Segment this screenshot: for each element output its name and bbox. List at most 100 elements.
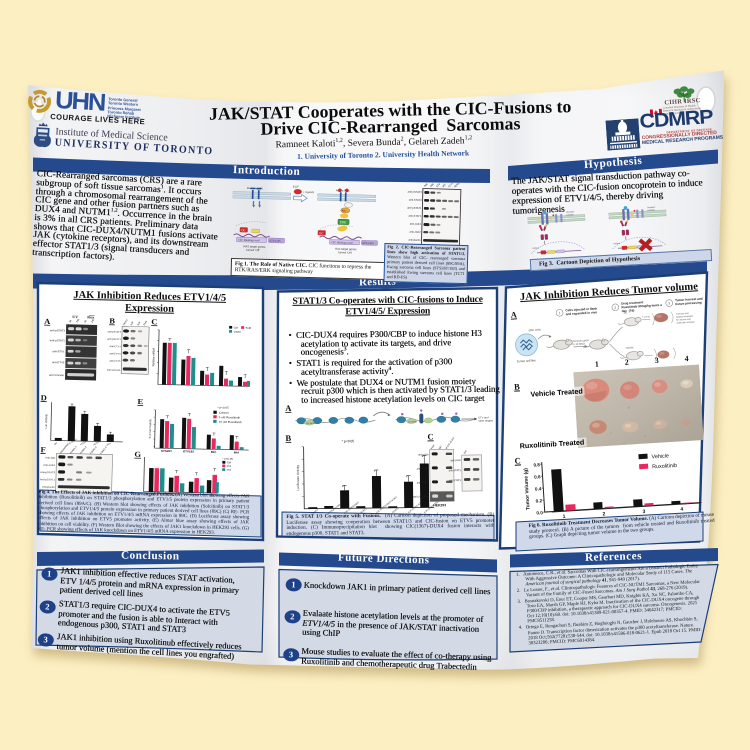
svg-text:anti-pSTAT1: anti-pSTAT1 <box>107 338 121 341</box>
svg-text:anti-JAK2: anti-JAK2 <box>409 230 421 234</box>
svg-text:CIC-DUX4: CIC-DUX4 <box>408 421 417 423</box>
svg-text:anti-STAT3: anti-STAT3 <box>409 198 422 202</box>
svg-text:Tumours and: Tumours and <box>676 312 690 316</box>
svg-text:shJAK1-4: shJAK1-4 <box>99 446 108 456</box>
svg-text:anti-ETV5: anti-ETV5 <box>52 360 65 364</box>
svg-text:(89C cells): (89C cells) <box>528 327 541 332</box>
svg-text:Tumor cell line: Tumor cell line <box>516 358 536 363</box>
svg-text:5uM: 5uM <box>137 322 141 327</box>
svg-text:183: 183 <box>442 183 447 188</box>
svg-text:Active RTK: Active RTK <box>336 188 350 192</box>
svg-text:RAS target genes: RAS target genes <box>243 244 266 249</box>
svg-text:DMSO: DMSO <box>123 319 129 326</box>
svg-text:ETV1: ETV1 <box>153 494 160 496</box>
svg-text:ETV4: ETV4 <box>173 495 180 497</box>
svg-text:* p<0.05: * p<0.05 <box>217 406 229 410</box>
svg-text:ETV5: ETV5 <box>193 495 200 497</box>
svg-text:4: 4 <box>680 507 683 513</box>
svg-text:to 10 MM3: to 10 MM3 <box>572 341 585 346</box>
svg-text:+STAT1: +STAT1 <box>359 507 368 515</box>
svg-text:0h: 0h <box>68 319 73 323</box>
svg-text:*: * <box>422 455 424 460</box>
svg-text:nucleus: nucleus <box>532 247 539 249</box>
svg-text:10uM: 10uM <box>234 330 241 334</box>
svg-text:CIC Binding motif: CIC Binding motif <box>331 241 352 245</box>
svg-text:2: 2 <box>602 511 605 517</box>
svg-text:Ruxolitinib 90mg/kg twice a: Ruxolitinib 90mg/kg twice a <box>621 303 662 309</box>
svg-text:complex: complex <box>566 214 574 216</box>
svg-text:89C: 89C <box>424 182 429 187</box>
svg-text:Vehicle: Vehicle <box>651 453 669 460</box>
svg-text:5uM: 5uM <box>246 326 251 330</box>
svg-text:Rx: Rx <box>624 312 628 315</box>
svg-text:+STAT1: +STAT1 <box>79 439 88 446</box>
svg-text:shScramble: shScramble <box>59 443 70 455</box>
svg-text:1: 1 <box>563 514 566 520</box>
svg-text:anti-pSTAT3: anti-pSTAT3 <box>408 190 423 194</box>
svg-text:anti-Vinculin: anti-Vinculin <box>107 369 121 372</box>
svg-text:CIC: CIC <box>241 229 246 232</box>
svg-text:Tumor Volume (g): Tumor Volume (g) <box>523 468 532 511</box>
svg-text:Ruxolitinib: Ruxolitinib <box>652 463 677 471</box>
svg-text:IgG: IgG <box>439 446 443 450</box>
svg-text:3: 3 <box>668 301 670 305</box>
svg-text:1uM: 1uM <box>130 321 134 326</box>
svg-text:turned 'ON': turned 'ON' <box>338 250 353 254</box>
svg-text:+STAT3: +STAT3 <box>391 507 400 515</box>
svg-text:B: B <box>285 433 291 443</box>
svg-text:CIC-DUX4: CIC-DUX4 <box>67 439 78 447</box>
svg-text:anti-ETV5: anti-ETV5 <box>109 360 121 363</box>
svg-text:0.2: 0.2 <box>536 498 543 503</box>
svg-text:Control: Control <box>219 411 229 415</box>
svg-text:89C: 89C <box>211 450 217 454</box>
svg-text:anti-STAT1: anti-STAT1 <box>408 214 421 218</box>
svg-text:anti-pSTAT3: anti-pSTAT3 <box>107 331 121 334</box>
svg-text:Vehicle: Vehicle <box>626 346 635 350</box>
svg-text:Ras target genes: Ras target genes <box>335 247 357 252</box>
svg-text:UV: UV <box>72 315 78 319</box>
svg-text:Ras: Ras <box>342 209 346 212</box>
svg-text:turned 'Off': turned 'Off' <box>246 248 260 252</box>
svg-text:anti-STAT1: anti-STAT1 <box>449 469 462 472</box>
svg-text:89A: 89A <box>430 183 435 188</box>
svg-text:organs harvested: organs harvested <box>676 315 694 319</box>
svg-text:ctrl: ctrl <box>53 442 58 446</box>
svg-text:A: A <box>510 309 518 319</box>
svg-text:% of Cell Viability: % of Cell Viability <box>148 418 153 438</box>
svg-text:0.4: 0.4 <box>535 486 542 491</box>
svg-text:tissue processing: tissue processing <box>675 300 702 306</box>
svg-text:Luc. Activity: Luc. Activity <box>44 414 48 429</box>
svg-text:STS: STS <box>436 182 442 188</box>
svg-text:anti-p300: anti-p300 <box>450 459 461 462</box>
svg-text:A: A <box>285 403 292 413</box>
svg-text:2: 2 <box>614 306 616 310</box>
svg-text:anti-ETV4: anti-ETV4 <box>109 352 121 355</box>
svg-text:Anti-pSTAT1: Anti-pSTAT1 <box>40 477 56 481</box>
svg-text:B: B <box>109 317 115 326</box>
svg-text:and expanded in vivo: and expanded in vivo <box>566 310 598 316</box>
svg-text:Anti-CIC: Anti-CIC <box>45 456 55 460</box>
svg-text:10 uM Ruxolitinib: 10 uM Ruxolitinib <box>219 420 242 424</box>
svg-text:anti-βactin: anti-βactin <box>408 238 421 242</box>
svg-text:STS26T: STS26T <box>161 449 172 453</box>
svg-text:CIC: CIC <box>319 232 324 235</box>
svg-text:RDES: RDES <box>454 182 461 189</box>
svg-text:other targets: other targets <box>478 418 493 422</box>
svg-text:CIC: CIC <box>211 496 216 498</box>
svg-text:+ Ligands: + Ligands <box>303 190 315 194</box>
svg-text:ETV1/4/5: ETV1/4/5 <box>362 242 374 245</box>
svg-text:Anti-pSTAT3: Anti-pSTAT3 <box>40 470 56 474</box>
svg-text:G: G <box>134 450 141 459</box>
svg-text:Tumor harvest and: Tumor harvest and <box>675 297 703 303</box>
svg-text:C: C <box>427 431 433 441</box>
svg-text:anti-pSTAT1: anti-pSTAT1 <box>407 206 422 210</box>
svg-text:E: E <box>137 397 143 406</box>
svg-text:0h: 0h <box>83 319 88 323</box>
svg-text:HEK293: HEK293 <box>433 503 446 507</box>
svg-text:C: C <box>151 318 157 327</box>
svg-text:0.6: 0.6 <box>534 474 541 479</box>
svg-text:5 uM Ruxolitinib: 5 uM Ruxolitinib <box>219 415 241 419</box>
svg-text:ERK: ERK <box>340 220 347 224</box>
svg-text:sh2: sh2 <box>227 468 232 472</box>
svg-text:anti-Vinculin: anti-Vinculin <box>49 373 65 377</box>
